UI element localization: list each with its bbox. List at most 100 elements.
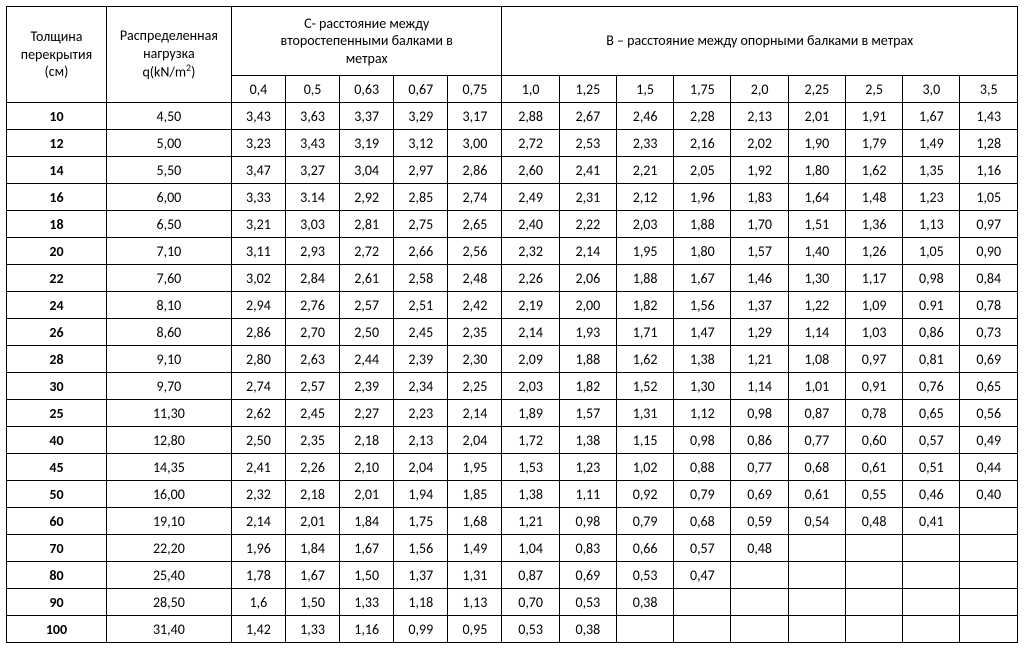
cell-b-8 xyxy=(960,562,1018,589)
cell-b-1: 1,23 xyxy=(559,454,616,481)
cell-c-3: 2,85 xyxy=(394,184,448,211)
cell-b-8: 1,16 xyxy=(960,157,1018,184)
cell-b-2: 0,53 xyxy=(616,562,673,589)
table-row: 207,103,112,932,722,662,562,322,141,951,… xyxy=(7,238,1018,265)
cell-b-5: 0,68 xyxy=(788,454,845,481)
table-row: 8025,401,781,671,501,371,310,870,690,530… xyxy=(7,562,1018,589)
cell-b-8 xyxy=(960,508,1018,535)
cell-b-5: 1,01 xyxy=(788,373,845,400)
cell-c-0: 2,14 xyxy=(231,508,285,535)
cell-b-4: 1,21 xyxy=(731,346,788,373)
cell-b-0: 2,32 xyxy=(502,238,559,265)
cell-b-5: 1,40 xyxy=(788,238,845,265)
cell-c-3: 3,12 xyxy=(394,130,448,157)
cell-b-2: 1,15 xyxy=(616,427,673,454)
cell-b-4: 1,46 xyxy=(731,265,788,292)
cell-b-2: 0,66 xyxy=(616,535,673,562)
cell-b-1: 1,88 xyxy=(559,346,616,373)
cell-b-7: 1,49 xyxy=(903,130,960,157)
cell-b-7: 0,76 xyxy=(903,373,960,400)
col-header-thickness: Толщина перекрытия (см) xyxy=(7,7,107,103)
table-row: 10031,401,421,331,160,990,950,530,38 xyxy=(7,616,1018,643)
cell-c-1: 3,03 xyxy=(285,211,339,238)
cell-b-4 xyxy=(731,562,788,589)
cell-b-2: 1,52 xyxy=(616,373,673,400)
cell-b-0: 2,03 xyxy=(502,373,559,400)
cell-c-4: 2,42 xyxy=(448,292,502,319)
table-row: 5016,002,322,182,011,941,851,381,110,920… xyxy=(7,481,1018,508)
subheader-b-8: 3,5 xyxy=(960,76,1018,103)
cell-thickness: 90 xyxy=(7,589,107,616)
load-label-1: Распределенная xyxy=(120,27,218,44)
cell-b-5: 1,22 xyxy=(788,292,845,319)
cell-b-8: 0,90 xyxy=(960,238,1018,265)
cell-c-3: 2,13 xyxy=(394,427,448,454)
cell-b-7: 1,05 xyxy=(903,238,960,265)
cell-b-4: 1,14 xyxy=(731,373,788,400)
cell-c-4: 0,95 xyxy=(448,616,502,643)
cell-b-1: 0,98 xyxy=(559,508,616,535)
cell-b-5: 1,14 xyxy=(788,319,845,346)
cell-b-2: 2,12 xyxy=(616,184,673,211)
cell-c-2: 1,84 xyxy=(340,508,394,535)
cell-c-3: 2,66 xyxy=(394,238,448,265)
cell-b-3 xyxy=(674,589,731,616)
table-row: 125,003,233,433,193,123,002,722,532,332,… xyxy=(7,130,1018,157)
cell-b-3: 0,57 xyxy=(674,535,731,562)
cell-c-4: 2,30 xyxy=(448,346,502,373)
cell-b-5: 1,08 xyxy=(788,346,845,373)
cell-b-2: 0,92 xyxy=(616,481,673,508)
cell-b-6: 1,36 xyxy=(845,211,902,238)
cell-c-4: 3,00 xyxy=(448,130,502,157)
table-row: 104,503,433,633,373,293,172,882,672,462,… xyxy=(7,103,1018,130)
cell-b-3: 1,80 xyxy=(674,238,731,265)
cell-b-6: 1,79 xyxy=(845,130,902,157)
cell-thickness: 25 xyxy=(7,400,107,427)
cell-b-3: 1,12 xyxy=(674,400,731,427)
cell-c-2: 2,01 xyxy=(340,481,394,508)
cell-b-8: 1,05 xyxy=(960,184,1018,211)
cell-b-5: 0,61 xyxy=(788,481,845,508)
subheader-b-6: 2,5 xyxy=(845,76,902,103)
thickness-label-3: (см) xyxy=(45,63,69,80)
cell-c-0: 3,33 xyxy=(231,184,285,211)
cell-b-7: 0.91 xyxy=(903,292,960,319)
cell-c-2: 2,57 xyxy=(340,292,394,319)
cell-b-0: 1,72 xyxy=(502,427,559,454)
cell-c-2: 1,50 xyxy=(340,562,394,589)
cell-c-3: 2,51 xyxy=(394,292,448,319)
cell-b-3: 2,16 xyxy=(674,130,731,157)
cell-b-2: 2,03 xyxy=(616,211,673,238)
cell-b-7: 0,57 xyxy=(903,427,960,454)
cell-load: 8,10 xyxy=(106,292,231,319)
cell-thickness: 18 xyxy=(7,211,107,238)
cell-c-1: 2,93 xyxy=(285,238,339,265)
cell-c-1: 2,84 xyxy=(285,265,339,292)
cell-b-7 xyxy=(903,589,960,616)
cell-b-4: 1,37 xyxy=(731,292,788,319)
cell-c-2: 3,37 xyxy=(340,103,394,130)
cell-b-1: 1,82 xyxy=(559,373,616,400)
cell-c-2: 2,44 xyxy=(340,346,394,373)
cell-b-4 xyxy=(731,616,788,643)
cell-b-3: 0,98 xyxy=(674,427,731,454)
cell-b-6 xyxy=(845,535,902,562)
cell-load: 5,50 xyxy=(106,157,231,184)
cell-b-0: 1,38 xyxy=(502,481,559,508)
group-c-label-1: C- расстояние между xyxy=(304,15,429,32)
cell-b-7 xyxy=(903,535,960,562)
subheader-c-0: 0,4 xyxy=(231,76,285,103)
cell-b-2: 0,79 xyxy=(616,508,673,535)
cell-load: 25,40 xyxy=(106,562,231,589)
cell-b-4: 0,77 xyxy=(731,454,788,481)
cell-b-8: 0,65 xyxy=(960,373,1018,400)
cell-load: 12,80 xyxy=(106,427,231,454)
cell-b-5 xyxy=(788,616,845,643)
cell-b-4: 0,86 xyxy=(731,427,788,454)
cell-b-0: 2,88 xyxy=(502,103,559,130)
cell-b-7: 1,35 xyxy=(903,157,960,184)
table-row: 248,102,942,762,572,512,422,192,001,821,… xyxy=(7,292,1018,319)
subheader-c-3: 0,67 xyxy=(394,76,448,103)
cell-b-6: 0,97 xyxy=(845,346,902,373)
cell-c-2: 1,33 xyxy=(340,589,394,616)
